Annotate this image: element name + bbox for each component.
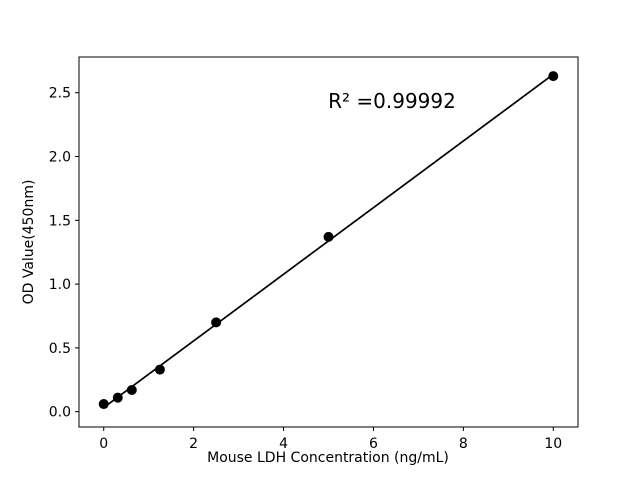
y-tick-label: 0.5: [49, 341, 71, 357]
data-point: [323, 231, 334, 242]
x-axis-label: Mouse LDH Concentration (ng/mL): [207, 450, 449, 466]
x-tick-label: 0: [99, 436, 108, 452]
data-point: [98, 399, 109, 410]
y-tick-label: 1.0: [49, 277, 71, 293]
x-tick-label: 8: [459, 436, 468, 452]
x-tick-label: 4: [279, 436, 288, 452]
y-tick-label: 1.5: [49, 213, 71, 229]
x-tick-label: 10: [544, 436, 562, 452]
y-tick-label: 2.0: [49, 150, 71, 166]
y-tick-label: 0.0: [49, 405, 71, 421]
data-point: [211, 317, 222, 328]
data-point: [154, 364, 165, 375]
data-point: [112, 392, 123, 403]
r-squared-annotation: R² =0.99992: [328, 89, 456, 113]
data-point: [548, 71, 559, 82]
data-point: [126, 385, 137, 395]
plot-area: 0 2 4 6 8 10 0.0 0.5 1.0 1.5 2.0 2.5: [49, 56, 579, 452]
x-tick-label: 2: [189, 436, 198, 452]
plot-frame: [78, 56, 579, 428]
x-tick-label: 6: [369, 436, 378, 452]
y-axis-label: OD Value(450nm): [21, 180, 37, 305]
y-tick-label: 2.5: [49, 86, 71, 102]
